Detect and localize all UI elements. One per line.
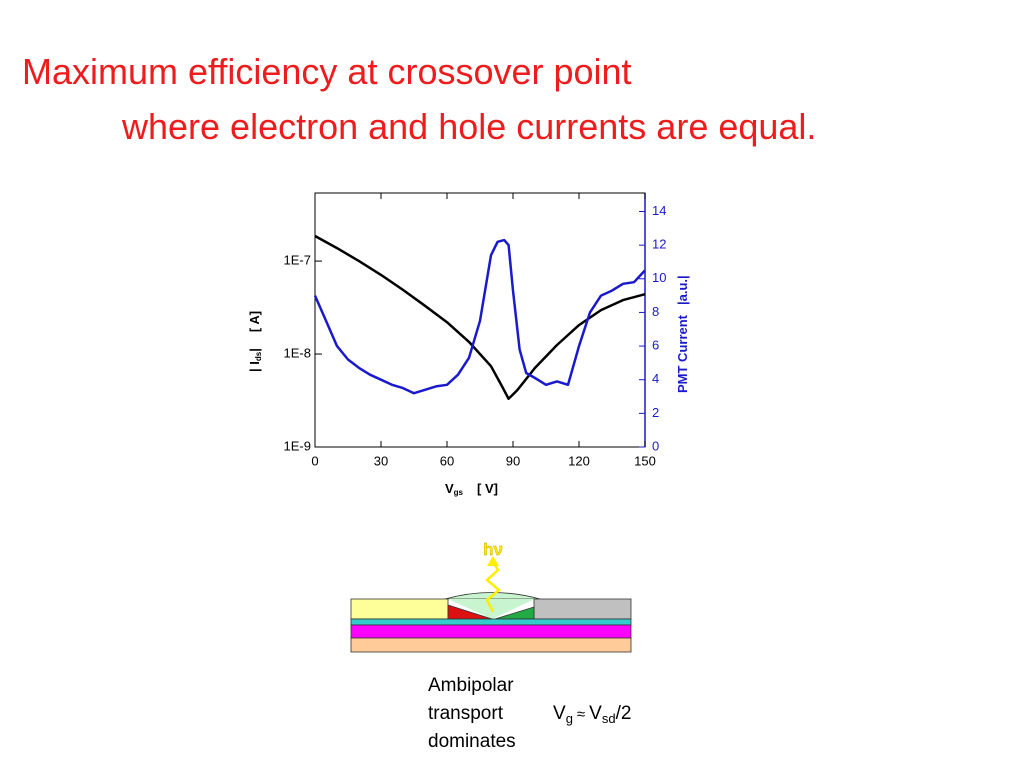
caption-line: dominates xyxy=(428,731,516,752)
source-electrode xyxy=(350,598,449,620)
y-tick-label: 1E-8 xyxy=(284,345,311,360)
y-label: | Ids|[ A] xyxy=(247,311,263,372)
dielectric-layer xyxy=(350,618,632,626)
drain-electrode xyxy=(533,598,632,620)
x-tick-label: 120 xyxy=(568,453,590,468)
photon-arrow-head xyxy=(487,556,499,566)
y2-tick-label: 8 xyxy=(652,304,659,319)
substrate xyxy=(350,637,632,653)
series-line xyxy=(313,238,646,395)
photon-label: hν xyxy=(483,540,503,559)
y2-tick-label: 0 xyxy=(652,438,659,453)
y-tick-label: 1E-9 xyxy=(284,438,311,453)
caption-line: transport xyxy=(428,703,504,724)
series-line xyxy=(314,234,646,401)
y2-tick-label: 2 xyxy=(652,405,659,420)
x-tick-label: 150 xyxy=(634,453,656,468)
caption-line: Ambipolar xyxy=(428,675,514,696)
y2-tick-label: 14 xyxy=(652,203,666,218)
photon-arrow xyxy=(485,561,501,613)
x-tick-label: 60 xyxy=(440,453,454,468)
device-diagram: hν xyxy=(350,540,632,653)
title-line: where electron and hole currents are equ… xyxy=(121,106,816,147)
y2-tick-label: 10 xyxy=(652,270,666,285)
y2-tick-label: 4 xyxy=(652,371,659,386)
x-tick-label: 0 xyxy=(311,453,318,468)
gate-layer xyxy=(350,624,632,639)
y2-tick-label: 6 xyxy=(652,338,659,353)
x-tick-label: 30 xyxy=(374,453,388,468)
y2-tick-label: 12 xyxy=(652,237,666,252)
y-tick-label: 1E-7 xyxy=(284,253,311,268)
x-label: Vgs[ V] xyxy=(445,481,498,497)
title-line: Maximum efficiency at crossover point xyxy=(22,51,632,92)
condition: Vg ≈ Vsd/2 xyxy=(553,703,631,726)
y2-label: PMT Current|a.u.| xyxy=(675,275,690,393)
x-tick-label: 90 xyxy=(506,453,520,468)
